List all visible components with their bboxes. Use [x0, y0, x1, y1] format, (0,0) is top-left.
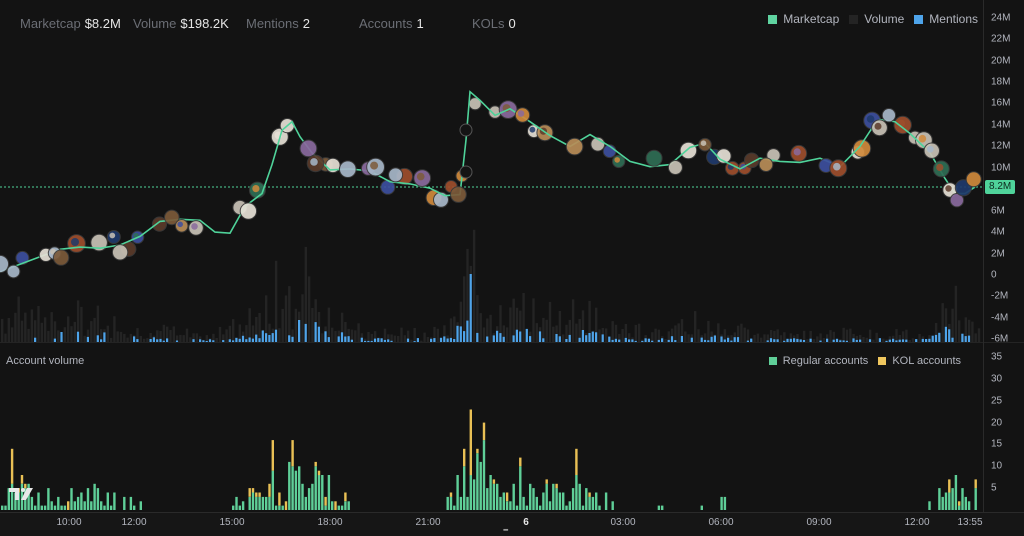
stat-label: Marketcap — [20, 16, 81, 31]
stat-value: $8.2M — [84, 16, 121, 31]
legend-regular-accounts[interactable]: Regular accounts — [768, 355, 869, 367]
kol-swatch-icon — [878, 357, 887, 365]
volume-axis-tick: 25 — [991, 395, 1003, 407]
legend-kol-accounts[interactable]: KOL accounts — [878, 355, 961, 367]
time-axis-label: 13:55 — [957, 517, 983, 528]
volume-swatch-icon — [849, 14, 859, 24]
legend-volume[interactable]: Volume — [849, 12, 904, 26]
account-volume-title: Account volume — [6, 355, 85, 367]
account-volume-bars — [1, 409, 977, 510]
stat-mentions: Mentions 2 — [246, 16, 310, 31]
time-axis-label: 6 — [523, 517, 529, 528]
stat-value: 0 — [508, 16, 516, 31]
volume-axis-tick: 20 — [991, 417, 1003, 429]
stat-volume: Volume $198.2K — [133, 16, 229, 31]
legend-label: Mentions — [929, 12, 978, 26]
tradingview-logo-icon[interactable] — [8, 486, 40, 502]
time-axis-label: 12:00 — [904, 517, 930, 528]
price-pane-legend: Marketcap Volume Mentions — [764, 12, 978, 26]
time-axis-label: 21:00 — [415, 517, 441, 528]
mention-avatars-top[interactable] — [0, 107, 982, 279]
pane-resize-grip-icon[interactable]: ▪▪▪ — [503, 527, 509, 534]
price-axis-tick: 20M — [991, 55, 1011, 67]
price-axis-tick: 22M — [991, 33, 1011, 45]
stat-kols: KOLs 0 — [472, 16, 516, 31]
volume-axis-tick: 35 — [991, 351, 1003, 363]
stat-label: KOLs — [472, 16, 505, 31]
stat-accounts: Accounts 1 — [359, 16, 424, 31]
price-axis-tick: 12M — [991, 140, 1011, 152]
price-axis-tick: -4M — [991, 312, 1009, 324]
legend-label: KOL accounts — [892, 355, 961, 367]
account-pane-legend: Regular accounts KOL accounts — [765, 355, 961, 367]
marketcap-line — [0, 90, 976, 273]
stat-marketcap: Marketcap $8.2M — [20, 16, 121, 31]
price-axis-tick: 14M — [991, 119, 1011, 131]
stat-label: Accounts — [359, 16, 413, 31]
time-axis-label: 18:00 — [317, 517, 343, 528]
price-axis-tick: -6M — [991, 333, 1009, 345]
legend-label: Volume — [864, 12, 905, 26]
time-axis[interactable]: 10:00 12:00 15:00 18:00 21:00 6 03:00 06:00 09:0… — [0, 512, 1024, 536]
price-axis-tick: 2M — [991, 248, 1005, 260]
time-axis-label: 15:00 — [219, 517, 245, 528]
legend-label: Marketcap — [783, 12, 840, 26]
legend-label: Regular accounts — [782, 355, 869, 367]
mentions-swatch-icon — [914, 14, 924, 24]
price-axis-tick: 6M — [991, 205, 1005, 217]
price-axis-tick: 4M — [991, 226, 1005, 238]
price-axis-tick: 18M — [991, 76, 1011, 88]
stat-value: 2 — [302, 16, 310, 31]
volume-axis-tick: 5 — [991, 482, 997, 494]
current-price-tag: 8.2M — [985, 180, 1016, 194]
mentions-bars — [34, 274, 971, 342]
pane-divider[interactable] — [0, 342, 1024, 343]
chart-plot-area[interactable] — [0, 0, 983, 512]
price-axis-tick: -2M — [991, 290, 1009, 302]
time-axis-label: 12:00 — [121, 517, 147, 528]
volume-axis-tick: 10 — [991, 460, 1003, 472]
volume-bars — [1, 229, 981, 342]
regular-swatch-icon — [768, 357, 777, 365]
price-axis-tick: 24M — [991, 12, 1011, 24]
price-axis[interactable]: 8.2M 24M 22M 20M 18M 16M 14M 12M 10M 6M 4M 2M 0 -2M -… — [983, 0, 1024, 512]
volume-axis-tick: 15 — [991, 438, 1003, 450]
legend-mentions[interactable]: Mentions — [914, 12, 978, 26]
price-axis-tick: 16M — [991, 97, 1011, 109]
stat-value: 1 — [416, 16, 424, 31]
stat-label: Volume — [133, 16, 177, 31]
time-axis-label: 06:00 — [708, 517, 734, 528]
stat-value: $198.2K — [180, 16, 229, 31]
legend-marketcap[interactable]: Marketcap — [768, 12, 839, 26]
time-axis-label: 09:00 — [806, 517, 832, 528]
time-axis-label: 10:00 — [56, 517, 82, 528]
price-axis-tick: 0 — [991, 269, 997, 281]
marketcap-swatch-icon — [768, 14, 778, 24]
volume-axis-tick: 30 — [991, 373, 1003, 385]
time-axis-label: 03:00 — [610, 517, 636, 528]
price-axis-tick: 10M — [991, 162, 1011, 174]
stat-label: Mentions — [246, 16, 299, 31]
